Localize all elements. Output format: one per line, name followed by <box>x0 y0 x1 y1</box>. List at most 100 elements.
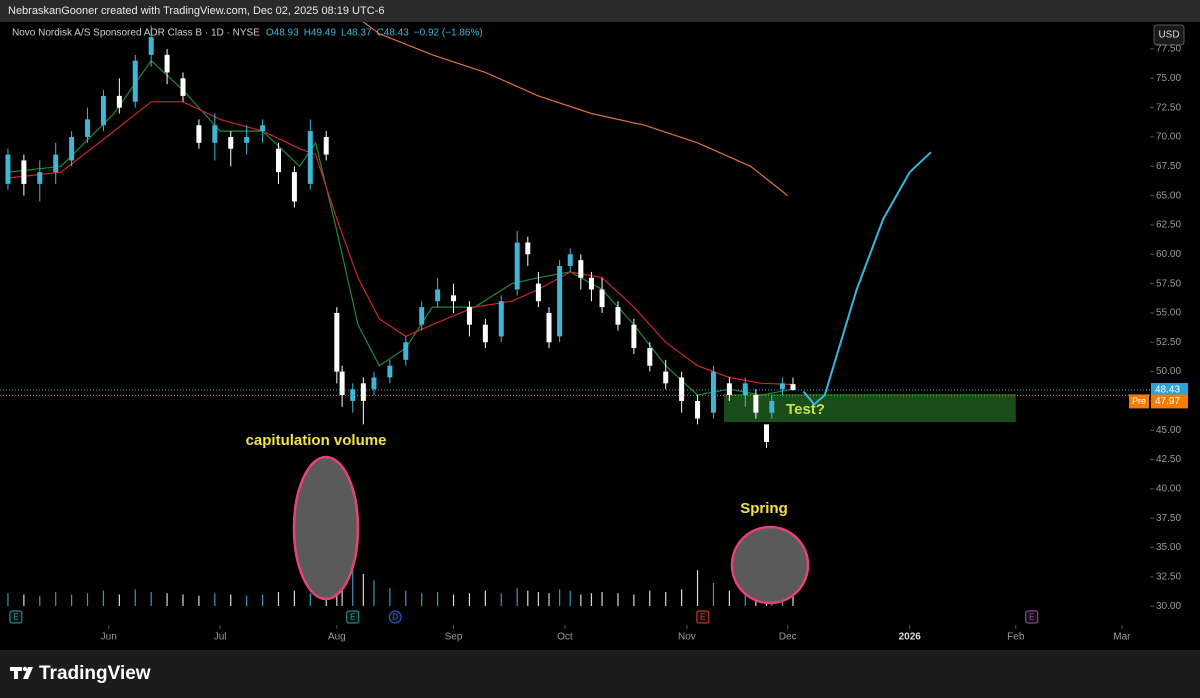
zone <box>724 393 1016 423</box>
candle-body <box>790 384 796 391</box>
y-tick-label: 60.00 <box>1156 249 1181 260</box>
currency[interactable]: USD <box>1158 30 1179 41</box>
candle-body <box>726 383 732 396</box>
pre-tag-box <box>1129 394 1149 409</box>
candle-body <box>244 136 250 143</box>
ohlc-value: L48.37 <box>341 28 372 39</box>
candle-body <box>339 371 345 396</box>
volume-bar <box>527 590 529 606</box>
candle-body <box>631 324 637 349</box>
volume-bar <box>617 593 619 606</box>
candle-body <box>116 95 122 108</box>
candle-body <box>710 371 716 413</box>
candle-body <box>615 307 621 325</box>
annotation: Spring <box>740 500 788 517</box>
volume-bar <box>118 594 120 606</box>
volume-bar <box>681 589 683 606</box>
change: −0.92 (−1.86%) <box>414 28 483 39</box>
volume-bar <box>649 590 651 606</box>
volume-bar <box>86 593 89 606</box>
volume-bar <box>261 594 264 606</box>
y-tick-label: 50.00 <box>1156 366 1181 377</box>
candle-body <box>769 400 775 413</box>
x-tick-label: Jun <box>101 632 117 643</box>
volume-bar <box>569 590 571 606</box>
volume-bar <box>405 590 407 606</box>
volume-bar <box>601 591 603 606</box>
last-price-tag <box>1151 383 1188 398</box>
candle-body <box>763 424 769 442</box>
event-label: E <box>13 613 18 622</box>
volume-bar <box>389 588 391 606</box>
credit: NebraskanGooner created with TradingView… <box>8 5 384 17</box>
candle-body <box>557 266 563 337</box>
ohlc-value: C48.43 <box>377 28 410 39</box>
volume-bar <box>293 590 295 606</box>
candle-body <box>53 154 59 173</box>
volume-bar <box>452 594 455 606</box>
volume-bar <box>23 594 25 606</box>
candle-body <box>323 136 329 155</box>
event-marker <box>388 610 402 624</box>
y-tick-label: 75.00 <box>1156 73 1181 84</box>
candle-body <box>435 289 441 302</box>
candle-body <box>482 324 488 343</box>
x-tick-label: Feb <box>1007 632 1025 643</box>
candle-body <box>498 301 504 337</box>
candle-body <box>779 383 785 390</box>
volume-bar <box>744 591 746 606</box>
volume-bar <box>309 593 311 606</box>
event-marker <box>696 610 710 624</box>
ohlc-row: O48.93 H49.49 L48.37 C48.43 −0.92 (−1.86%) <box>266 28 483 39</box>
volume-bar <box>7 593 9 606</box>
candle-body <box>663 371 669 384</box>
volume-bar <box>150 591 152 606</box>
candle-body <box>334 312 340 372</box>
volume-bar <box>696 570 699 606</box>
volume-bar <box>230 594 232 606</box>
y-tick-label: 72.50 <box>1156 102 1181 113</box>
candle-body <box>578 260 584 278</box>
x-tick-label: Mar <box>1113 632 1131 643</box>
volume-bar <box>134 589 136 606</box>
candle-body <box>291 172 297 202</box>
volume-bar <box>437 591 439 606</box>
candle-body <box>525 242 531 255</box>
y-tick-label: 30.00 <box>1156 601 1181 612</box>
x-tick-label: Oct <box>557 632 573 643</box>
candle-body <box>514 242 520 290</box>
currency-button[interactable] <box>1153 24 1185 46</box>
highlight-ellipse <box>730 525 810 605</box>
volume-bar <box>71 594 73 606</box>
pre-tag: Pre <box>1132 396 1146 406</box>
candle-body <box>647 348 653 366</box>
annotation: capitulation volume <box>246 432 387 449</box>
ohlc-value: O48.93 <box>266 28 299 39</box>
candle-body <box>387 365 393 378</box>
volume-bar <box>102 590 105 606</box>
y-tick-label: 32.50 <box>1156 572 1181 583</box>
event-marker <box>9 610 23 624</box>
candle-body <box>132 60 138 102</box>
candle-body <box>403 342 409 360</box>
volume-bar <box>198 595 200 606</box>
volume-bar <box>665 591 667 606</box>
y-tick-label: 37.50 <box>1156 513 1181 524</box>
plot <box>0 22 1150 606</box>
candle-body <box>164 54 170 73</box>
header-bar <box>0 0 1200 22</box>
candle-body <box>212 125 218 143</box>
candle-body <box>180 78 186 96</box>
volume-bar <box>166 593 168 606</box>
volume-bar <box>712 582 715 606</box>
last-price-label: 48.43 <box>1155 385 1180 396</box>
volume-bar <box>421 593 423 606</box>
event-marker <box>346 610 360 624</box>
y-tick-label: 77.50 <box>1156 44 1181 55</box>
candle-body <box>21 160 27 184</box>
volume-bar <box>792 594 794 606</box>
candle-body <box>5 154 11 184</box>
volume-bar <box>39 595 41 606</box>
candle-body <box>466 307 472 325</box>
